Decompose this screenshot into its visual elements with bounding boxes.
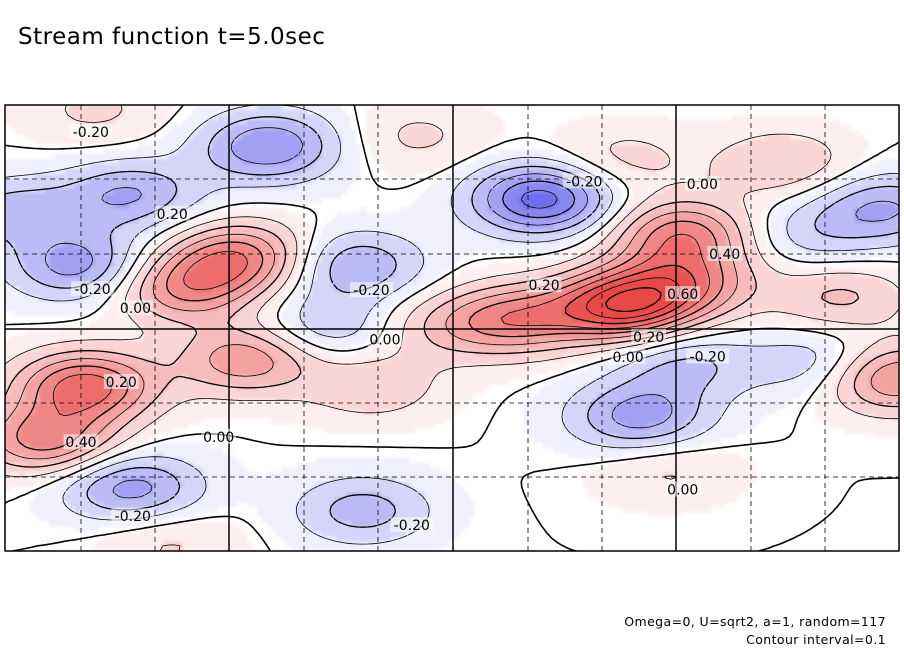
contour-label-bg (390, 517, 434, 533)
contour-label: 0.40 (709, 247, 740, 263)
contour-label: -0.20 (566, 174, 602, 190)
contour-label-bg (684, 175, 720, 191)
chart-title: Stream function t=5.0sec (18, 24, 326, 50)
contour-label: 0.20 (106, 375, 137, 391)
contour-label: -0.20 (115, 509, 151, 525)
contour-label: -0.20 (353, 283, 389, 299)
contour-label-bg (562, 173, 606, 189)
contour-label-bg (111, 508, 155, 524)
contour-label-bg (631, 328, 667, 344)
contour-label-bg (367, 331, 403, 347)
contour-label-bg (71, 281, 115, 297)
contour-label-bg (610, 349, 646, 364)
contour-label-bg (69, 123, 113, 139)
contour-label-bg (526, 277, 562, 293)
contour-label-bg (350, 282, 393, 298)
contour-label: 0.60 (667, 287, 698, 303)
contour-label-bg (686, 348, 730, 364)
contour-label: 0.00 (369, 333, 400, 349)
contour-label: 0.00 (613, 350, 644, 366)
contour-line-positive (5, 211, 899, 460)
contour-label: -0.20 (690, 350, 726, 366)
contour-label: 0.00 (203, 430, 234, 446)
contour-line-negative (5, 105, 899, 545)
contour-label: 0.20 (529, 278, 560, 294)
contour-line-positive (16, 220, 724, 451)
contour-line-negative (502, 180, 576, 219)
contour-label: 0.00 (687, 177, 718, 193)
contour-line-negative (520, 189, 558, 209)
parameter-note: Omega=0, U=sqrt2, a=1, random=117 (624, 614, 886, 629)
contour-label-bg (103, 374, 139, 389)
contour-label: 0.20 (633, 330, 664, 346)
contour-label-bg (154, 205, 190, 221)
contour-label-bg (201, 428, 237, 444)
contour-label: 0.00 (667, 483, 698, 499)
contour-label: -0.20 (73, 125, 109, 141)
plot-frame (4, 104, 900, 552)
contour-label-bg (707, 246, 743, 261)
contour-label-bg (63, 434, 99, 450)
contour-interval-note: Contour interval=0.1 (746, 632, 886, 647)
contour-label: 0.20 (157, 207, 188, 223)
contour-labels: -0.20 0.20 -0.20 0.00 0.20 0.40 0.00 -0.20 -0.20… (63, 123, 743, 534)
contour-label: -0.20 (394, 518, 430, 534)
contour-label-bg (665, 286, 701, 302)
contour-label: 0.00 (120, 301, 151, 317)
contour-line-negative (44, 127, 899, 499)
contour-label-bg (118, 299, 153, 315)
contour-label: -0.20 (74, 282, 110, 298)
grid-lines (5, 105, 899, 551)
contour-line-positive (604, 287, 662, 313)
contour-label: 0.40 (65, 435, 96, 451)
contour-label-bg (665, 481, 701, 497)
